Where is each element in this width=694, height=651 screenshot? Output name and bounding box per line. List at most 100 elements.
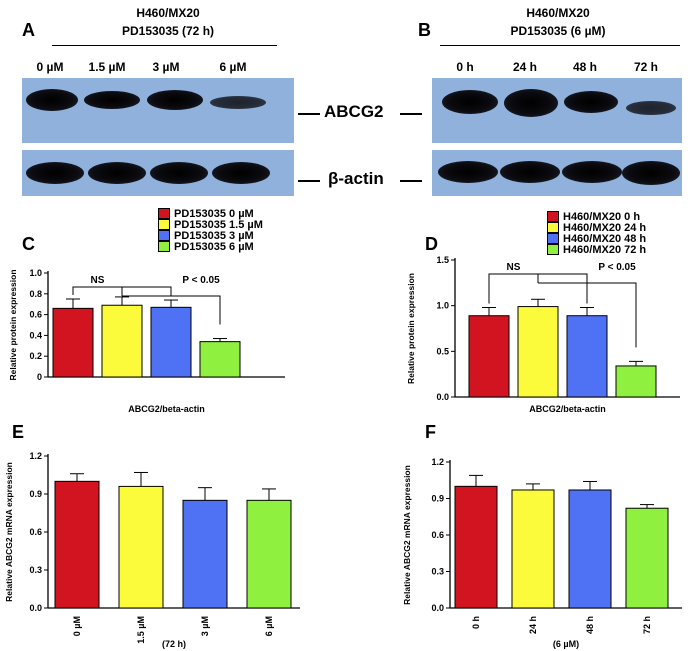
panel-a-abcg2-band [147,90,203,110]
panel-a-actin-band [212,162,270,184]
panel-e-letter: E [12,422,25,442]
chart-d-legend: H460/MX20 0 h H460/MX20 24 h H460/MX20 4… [547,210,647,256]
chart-f-y-tick-label: 0.0 [431,603,444,613]
chart-f-y-tick-label: 0.3 [431,567,444,577]
chart-e-y-tick-label: 0.3 [29,565,42,575]
panel-b-cell-line: H460/MX20 [526,6,590,20]
panel-a-abcg2-band [210,96,266,109]
legend-label: PD153035 6 µM [174,240,254,253]
chart-e-bar [182,499,228,609]
chart-c-bar [199,341,241,378]
legend-label: H460/MX20 48 h [563,232,647,245]
panel-a-lane-label: 6 µM [219,60,247,74]
panel-b-actin-band [562,161,622,183]
panel-b-lane-label: 24 h [512,60,537,74]
chart-d-y-tick-label: 0.0 [436,392,449,402]
panel-b-header-rule [440,45,680,46]
chart-d-y-tick-label: 1.5 [436,255,449,265]
chart-f-y-tick-label: 0.9 [431,494,444,504]
legend-label: H460/MX20 0 h [563,210,641,223]
abcg2-marker-line-left [298,113,320,115]
legend-label: H460/MX20 24 h [563,221,647,234]
chart-c-legend-item: PD153035 1.5 µM [158,218,263,231]
panel-b-abcg2-blot [432,78,682,143]
chart-d-p-annotation: P < 0.05 [598,262,636,273]
panel-b-actin-blot [432,150,682,196]
chart-d-y-tick-label: 1.0 [436,301,449,311]
chart-d-legend-item: H460/MX20 24 h [547,221,647,234]
chart-c-y-axis-label: Relative protein expression [8,269,18,380]
chart-c-legend-item: PD153035 0 µM [158,207,263,220]
legend-swatch [158,219,170,230]
panel-b-treatment: PD153035 (6 µM) [510,24,606,38]
panel-b-abcg2-band [442,90,498,114]
panel-b-lane-label: 0 h [456,60,474,74]
panel-a-abcg2-band [26,89,78,111]
chart-e-y-tick-label: 0.6 [29,527,42,537]
chart-f-category-label: 24 h [528,616,538,634]
chart-e-y-axis-label: Relative ABCG2 mRNA expression [4,462,14,602]
chart-f-bar [568,489,612,609]
chart-d-y-axis-label: Relative protein expression [406,273,416,384]
panel-b-actin-band [622,161,680,185]
legend-swatch [158,208,170,219]
chart-d-p-bracket [538,282,637,348]
actin-marker-line-left [298,180,320,182]
chart-e-category-label: 0 µM [72,616,82,636]
chart-d-bar [517,306,559,398]
legend-label: PD153035 1.5 µM [174,218,263,231]
chart-e-bar [246,499,292,609]
actin-marker-line-right [400,180,422,182]
chart-c-y-tick-label: 0.2 [29,351,42,361]
abcg2-protein-label: ABCG2 [324,102,384,121]
chart-c-y-tick-label: 1.0 [29,268,42,278]
chart-f-bar [625,507,669,609]
chart-f-bar [511,489,555,609]
chart-c-legend-item: PD153035 6 µM [158,240,263,253]
chart-c-legend-item: PD153035 3 µM [158,229,263,242]
chart-c-legend: PD153035 0 µM PD153035 1.5 µM PD153035 3… [158,207,263,253]
panel-b-letter: B [418,20,431,40]
chart-f-category-label: 48 h [585,616,595,634]
chart-f-category-label: 0 h [471,616,481,629]
chart-d-legend-item: H460/MX20 72 h [547,243,647,256]
panel-a-actin-blot [22,150,294,196]
panel-b-actin-band [500,161,560,183]
chart-f-y-tick-label: 1.2 [431,457,444,467]
panel-a-actin-band [88,162,146,184]
panel-b-actin-band [438,161,498,183]
chart-d-bar [615,365,657,398]
panel-b-lane-label: 72 h [633,60,658,74]
chart-f-x-axis-label: (6 µM) [553,639,579,649]
chart-c-y-tick-label: 0.8 [29,289,42,299]
legend-label: PD153035 0 µM [174,207,254,220]
panel-a-header-rule [52,45,277,46]
chart-e-y-tick-label: 0.0 [29,603,42,613]
chart-d-ns-annotation: NS [507,262,521,273]
chart-e-category-label: 6 µM [264,616,274,636]
chart-c-bar [101,304,143,378]
legend-swatch [547,222,559,233]
legend-swatch [158,241,170,252]
legend-label: H460/MX20 72 h [563,243,647,256]
legend-label: PD153035 3 µM [174,229,254,242]
panel-a-lane-label: 3 µM [152,60,180,74]
panel-a-abcg2-blot [22,78,294,143]
chart-c-y-tick-label: 0 [37,372,42,382]
panel-a-letter: A [22,20,35,40]
panel-a-actin-band [26,162,84,184]
chart-c-y-tick-label: 0.4 [29,330,42,340]
panel-a-lane-label: 1.5 µM [88,60,126,74]
chart-e-y-tick-label: 0.9 [29,489,42,499]
actin-protein-label: β-actin [328,169,384,188]
chart-d-bar [566,315,608,398]
panel-b-abcg2-band [504,89,558,117]
panel-a-cell-line: H460/MX20 [136,6,200,20]
chart-f-category-label: 72 h [642,616,652,634]
chart-f-y-axis-label: Relative ABCG2 mRNA expression [402,465,412,605]
chart-f-y-tick-label: 0.6 [431,530,444,540]
panel-f-letter: F [425,422,436,442]
panel-b-abcg2-band [564,91,618,113]
chart-c-p-annotation: P < 0.05 [182,275,220,286]
chart-c-bar [150,306,192,378]
